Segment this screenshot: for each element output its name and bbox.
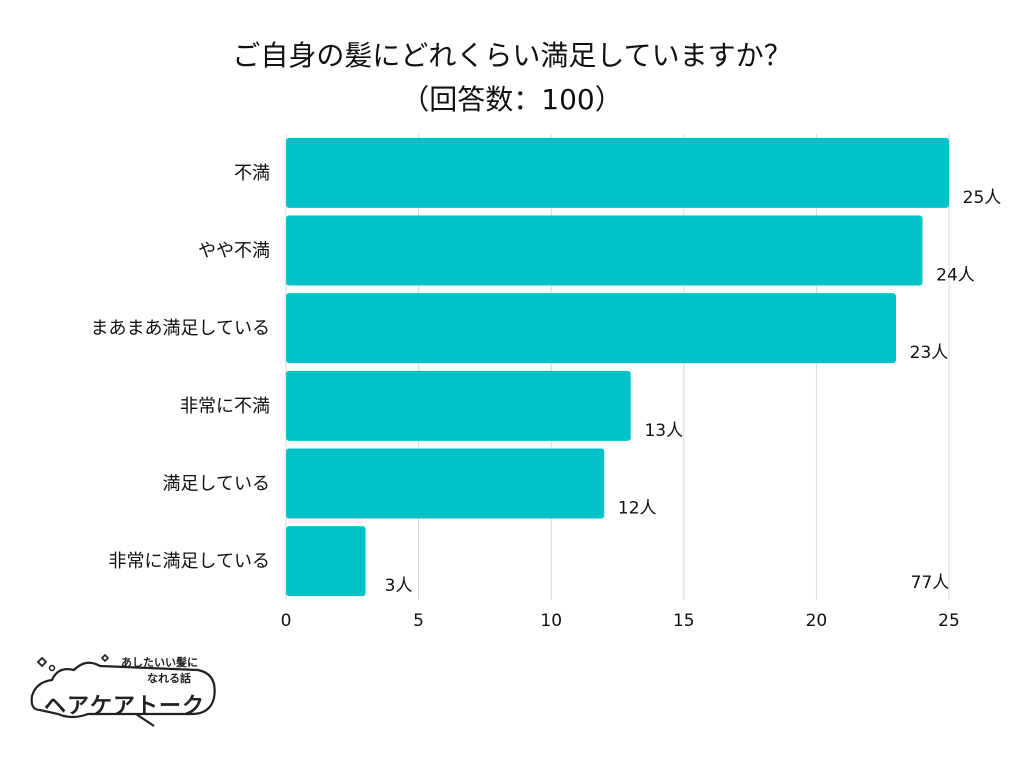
x-tick-label-1: 5 xyxy=(413,611,424,631)
bar-3 xyxy=(286,370,631,441)
bar-1 xyxy=(286,215,923,286)
bar-0 xyxy=(286,137,949,208)
value-label-3: 13人 xyxy=(644,421,683,441)
brand-logo: あしたいい髪に なれる話 ヘアケアトーク xyxy=(28,648,228,732)
logo-bubble-icon xyxy=(30,653,216,727)
bar-5 xyxy=(286,526,366,597)
logo-tagline-1: あしたいい髪に xyxy=(121,656,198,669)
chart-title: ご自身の髪にどれくらい満足していますか？ xyxy=(232,39,792,72)
x-tick-label-4: 20 xyxy=(806,611,828,631)
value-label-1: 24人 xyxy=(936,266,975,286)
value-labels: 25人 24人 23人 13人 12人 3人 xyxy=(385,188,1002,596)
bars xyxy=(286,137,949,597)
category-label-2: まあまあ満足している xyxy=(91,318,270,339)
value-label-2: 23人 xyxy=(910,343,949,363)
x-tick-label-3: 15 xyxy=(673,611,695,631)
category-label-0: 不満 xyxy=(234,163,270,184)
grid-lines xyxy=(285,134,950,600)
logo-tagline-2: なれる話 xyxy=(147,672,191,685)
total-label: 77人 xyxy=(911,573,950,593)
chart-subtitle: （回答数：100） xyxy=(401,83,623,116)
logo-name: ヘアケアトーク xyxy=(44,694,206,719)
category-label-3: 非常に不満 xyxy=(180,396,270,417)
x-tick-label-2: 10 xyxy=(540,611,562,631)
value-label-5: 3人 xyxy=(385,576,413,596)
category-label-5: 非常に満足している xyxy=(109,551,270,572)
value-label-0: 25人 xyxy=(963,188,1002,208)
bar-4 xyxy=(286,448,605,519)
category-label-1: やや不満 xyxy=(198,241,270,262)
x-tick-labels: 0 5 10 15 20 25 xyxy=(281,611,960,631)
x-tick-label-0: 0 xyxy=(281,611,292,631)
x-tick-label-5: 25 xyxy=(938,611,960,631)
bar-2 xyxy=(286,293,896,364)
category-label-4: 満足している xyxy=(163,474,270,495)
value-label-4: 12人 xyxy=(618,499,657,519)
